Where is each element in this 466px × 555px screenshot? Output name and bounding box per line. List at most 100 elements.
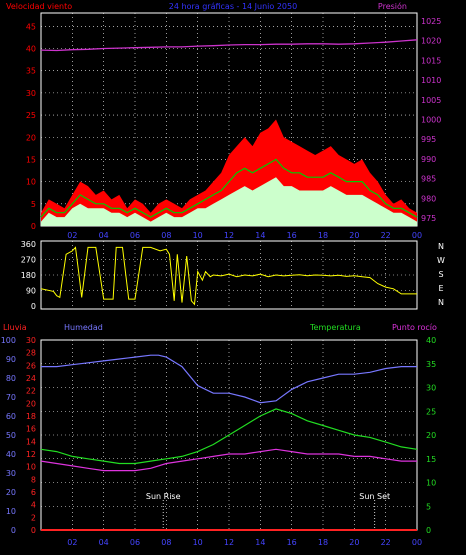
humidity-panel-x-tick-label: 16 <box>287 538 297 547</box>
temperature-tick-label: 5 <box>426 502 431 511</box>
pressure-line <box>40 39 418 52</box>
pressure-tick-label: 1020 <box>421 37 441 46</box>
humidity-panel-x-tick-label: 04 <box>99 538 109 547</box>
rain-tick-label: 0 <box>31 526 36 535</box>
wind-panel-x-tick-label: 04 <box>99 231 109 240</box>
wind-speed-tick-label: 20 <box>26 133 36 142</box>
compass-letter: S <box>438 270 443 279</box>
wind-average-line <box>40 158 418 218</box>
sun-marker-label: Sun Set <box>359 492 390 501</box>
compass-letter: N <box>438 298 444 307</box>
rain-tick-label: 4 <box>31 501 36 510</box>
compass-letter: E <box>438 284 443 293</box>
temperature-ticks: 0 5 10 15 20 25 30 35 40 <box>426 336 436 535</box>
humidity-ticks: 0 10 20 30 40 50 60 70 80 90 100 <box>1 336 16 535</box>
wind-panel-x-ticks: 02 04 06 08 10 12 14 16 18 20 22 00 <box>67 231 422 240</box>
direction-ticks: 0 90 180 270 360 <box>21 240 36 311</box>
chart-title: 24 hora gráficas - 14 Junio 2050 <box>169 2 297 11</box>
sun-marker-label: Sun Rise <box>146 492 181 501</box>
temperature-tick-label: 35 <box>426 360 436 369</box>
wind-panel-x-tick-label: 16 <box>287 231 297 240</box>
pressure-tick-label: 1010 <box>421 76 441 85</box>
temperature-axis-title: Temperatura <box>309 323 361 332</box>
wind-panel-x-tick-label: 14 <box>255 231 265 240</box>
wind-series <box>40 39 418 226</box>
wind-panel-x-tick-label: 12 <box>224 231 234 240</box>
humidity-tick-label: 90 <box>6 355 16 364</box>
wind-speed-tick-label: 40 <box>26 45 36 54</box>
humidity-panel-x-tick-label: 06 <box>130 538 140 547</box>
humidity-tick-label: 80 <box>6 374 16 383</box>
rain-tick-label: 24 <box>26 374 36 383</box>
humidity-line <box>41 354 417 404</box>
pressure-tick-label: 1005 <box>421 96 441 105</box>
temperature-tick-label: 10 <box>426 479 436 488</box>
direction-panel-grid <box>41 241 417 309</box>
humidity-tick-label: 60 <box>6 412 16 421</box>
rain-tick-label: 26 <box>26 361 36 370</box>
rain-tick-label: 20 <box>26 399 36 408</box>
temperature-tick-label: 20 <box>426 431 436 440</box>
rain-tick-label: 2 <box>31 513 36 522</box>
rain-tick-label: 10 <box>26 463 36 472</box>
pressure-tick-label: 975 <box>421 214 436 223</box>
humidity-panel-x-tick-label: 10 <box>193 538 203 547</box>
dewpoint-axis-title: Punto rocío <box>392 323 437 332</box>
temperature-tick-label: 15 <box>426 455 436 464</box>
rain-tick-label: 8 <box>31 475 36 484</box>
direction-tick-label: 270 <box>21 256 36 265</box>
wind-speed-tick-label: 15 <box>26 155 36 164</box>
humidity-panel-x-tick-label: 08 <box>161 538 171 547</box>
pressure-tick-label: 990 <box>421 155 436 164</box>
rain-tick-label: 12 <box>26 450 36 459</box>
rain-tick-label: 16 <box>26 425 36 434</box>
pressure-tick-label: 995 <box>421 135 436 144</box>
wind-panel-x-tick-label: 18 <box>318 231 328 240</box>
humidity-tick-label: 70 <box>6 393 16 402</box>
humidity-panel-x-tick-label: 22 <box>381 538 391 547</box>
wind-panel-x-tick-label: 20 <box>349 231 359 240</box>
wind-panel-x-tick-label: 08 <box>161 231 171 240</box>
wind-speed-tick-label: 0 <box>31 222 36 231</box>
sun-annotations: Sun Rise Sun Set <box>146 492 390 530</box>
wind-speed-tick-label: 45 <box>26 22 36 31</box>
humidity-panel-x-tick-label: 02 <box>67 538 77 547</box>
humidity-tick-label: 20 <box>6 488 16 497</box>
direction-tick-label: 180 <box>21 271 36 280</box>
rain-axis-title: Lluvia <box>3 323 27 332</box>
rain-tick-label: 22 <box>26 387 36 396</box>
rain-tick-label: 18 <box>26 412 36 421</box>
temperature-tick-label: 25 <box>426 407 436 416</box>
wind-panel-x-tick-label: 06 <box>130 231 140 240</box>
pressure-axis-title: Presión <box>378 1 407 11</box>
pressure-tick-label: 980 <box>421 194 436 203</box>
direction-tick-label: 360 <box>21 240 36 249</box>
rain-tick-label: 14 <box>26 437 36 446</box>
temperature-line <box>40 408 418 465</box>
rain-tick-label: 28 <box>26 349 36 358</box>
humidity-panel-x-ticks: 02 04 06 08 10 12 14 16 18 20 22 00 <box>67 538 422 547</box>
humidity-tick-label: 40 <box>6 450 16 459</box>
humidity-panel-x-tick-label: 14 <box>255 538 265 547</box>
rain-tick-label: 6 <box>31 488 36 497</box>
wind-panel-x-tick-label: 22 <box>381 231 391 240</box>
humidity-tick-label: 30 <box>6 469 16 478</box>
humidity-axis-title: Humedad <box>64 323 103 332</box>
wind-direction-line <box>40 246 417 306</box>
pressure-tick-label: 1000 <box>421 116 441 125</box>
wind-speed-tick-label: 25 <box>26 111 36 120</box>
pressure-tick-label: 1025 <box>421 17 441 26</box>
wind-speed-tick-label: 5 <box>31 200 36 209</box>
humidity-tick-label: 0 <box>11 526 16 535</box>
dewpoint-line <box>40 448 417 472</box>
pressure-ticks: 975 980 985 990 995 1000 1005 1010 1015 1020 1025 <box>421 17 441 223</box>
wind-speed-axis-title: Velocidad viento <box>6 2 72 11</box>
wind-speed-area <box>41 177 417 226</box>
humidity-panel-x-tick-label: 00 <box>412 538 422 547</box>
temperature-tick-label: 0 <box>426 526 431 535</box>
wind-speed-ticks: 0 5 10 15 20 25 30 35 40 45 <box>26 22 36 231</box>
humidity-panel-x-tick-label: 20 <box>349 538 359 547</box>
